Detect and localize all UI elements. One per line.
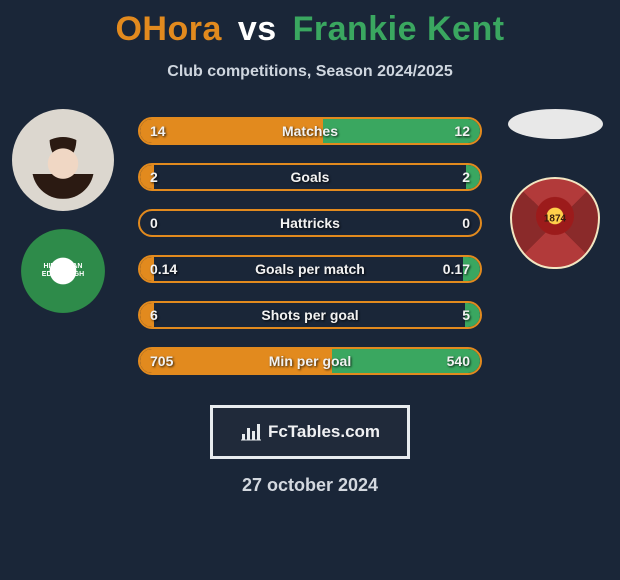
stat-label: Shots per goal (261, 307, 358, 323)
stat-row: 0 0 Hattricks (138, 209, 482, 237)
stat-row: 705 540 Min per goal (138, 347, 482, 375)
stat-value-left: 14 (150, 123, 166, 139)
comparison-title: OHora vs Frankie Kent (0, 0, 620, 49)
player1-column (8, 109, 118, 313)
stat-label: Goals per match (255, 261, 365, 277)
avatar-silhouette-icon (32, 137, 94, 199)
stat-row: 0.14 0.17 Goals per match (138, 255, 482, 283)
stat-bars: 14 12 Matches 2 2 Goals 0 0 Hattricks 0.14 0.17 Goa… (138, 117, 482, 393)
brand-text: FcTables.com (268, 422, 380, 442)
player2-column (500, 109, 610, 269)
vs-separator: vs (238, 10, 277, 48)
date-text: 27 october 2024 (0, 475, 620, 496)
stat-label: Matches (282, 123, 338, 139)
stat-value-left: 0 (150, 215, 158, 231)
player1-name: OHora (115, 10, 221, 48)
stat-label: Goals (291, 169, 330, 185)
stat-value-right: 0.17 (443, 261, 470, 277)
stat-row: 2 2 Goals (138, 163, 482, 191)
stat-value-right: 2 (462, 169, 470, 185)
stat-value-right: 0 (462, 215, 470, 231)
player2-avatar (508, 109, 603, 139)
stat-label: Hattricks (280, 215, 340, 231)
stat-value-right: 540 (447, 353, 470, 369)
stat-value-left: 705 (150, 353, 173, 369)
player1-club-badge (21, 229, 105, 313)
comparison-content: 14 12 Matches 2 2 Goals 0 0 Hattricks 0.14 0.17 Goa… (0, 109, 620, 399)
player2-club-badge (510, 177, 600, 269)
stat-value-right: 5 (462, 307, 470, 323)
stat-row: 6 5 Shots per goal (138, 301, 482, 329)
stat-value-right: 12 (454, 123, 470, 139)
bar-chart-icon (240, 422, 262, 442)
stat-row: 14 12 Matches (138, 117, 482, 145)
subtitle: Club competitions, Season 2024/2025 (0, 63, 620, 81)
stat-value-left: 0.14 (150, 261, 177, 277)
brand-footer: FcTables.com (210, 405, 410, 459)
stat-value-left: 6 (150, 307, 158, 323)
stat-value-left: 2 (150, 169, 158, 185)
stat-label: Min per goal (269, 353, 351, 369)
player1-avatar (12, 109, 114, 211)
player2-name: Frankie Kent (293, 10, 505, 48)
